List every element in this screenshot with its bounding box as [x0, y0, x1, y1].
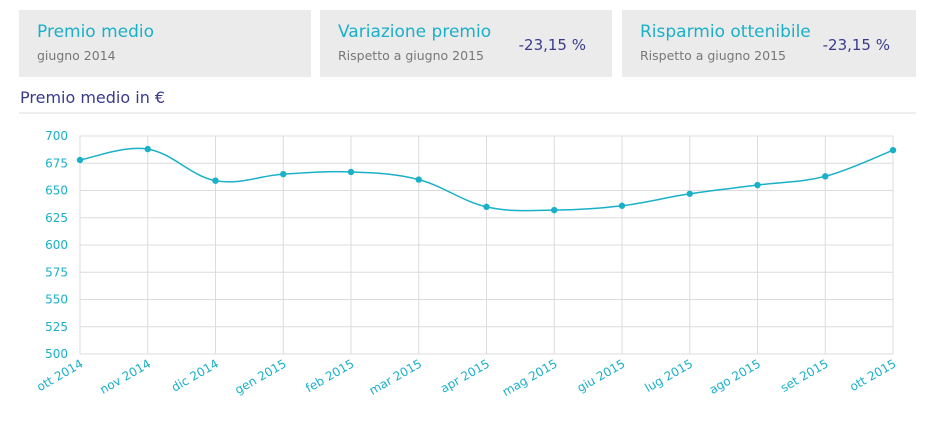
point — [280, 170, 287, 178]
x-tick-label: gen 2015 — [232, 356, 288, 397]
point — [754, 181, 761, 189]
y-tick-label: 625 — [45, 211, 68, 225]
card-value: -23,15 % — [518, 36, 586, 54]
y-tick-label: 525 — [45, 320, 68, 334]
y-tick-label: 550 — [45, 293, 68, 307]
point — [551, 206, 558, 214]
point — [889, 146, 897, 154]
point — [618, 202, 626, 209]
x-tick-label: nov 2014 — [97, 356, 153, 396]
x-tick-label: ago 2015 — [707, 356, 763, 396]
card-value: -23,15 % — [822, 36, 890, 54]
card-subtitle: Rispetto a giugno 2015 — [640, 48, 786, 63]
point — [144, 145, 151, 153]
card-subtitle: giugno 2014 — [37, 48, 116, 63]
card: Premio medio giugno 2014 — [19, 10, 311, 77]
y-tick-label: 600 — [45, 238, 68, 252]
card-subtitle: Rispetto a giugno 2015 — [338, 48, 484, 63]
y-tick-label: 575 — [45, 265, 68, 279]
point — [686, 190, 693, 197]
x-tick-label: apr 2015 — [438, 356, 492, 395]
x-tick-label: dic 2014 — [169, 356, 221, 394]
x-tick-label: lug 2015 — [642, 356, 695, 395]
x-tick-label: ott 2015 — [847, 356, 898, 394]
card: Risparmio ottenibile Rispetto a giugno 2… — [622, 10, 916, 77]
y-tick-label: 650 — [45, 184, 68, 198]
point — [76, 156, 84, 164]
x-tick-label: giu 2015 — [575, 356, 628, 395]
point — [415, 176, 422, 183]
x-tick-label: ott 2014 — [34, 356, 85, 394]
chart-title: Premio medio in € — [20, 88, 165, 107]
card: Variazione premio Rispetto a giugno 2015… — [320, 10, 612, 77]
x-tick-label: feb 2015 — [303, 356, 356, 395]
card-title: Variazione premio — [338, 22, 492, 42]
point — [483, 203, 490, 211]
point — [347, 168, 355, 176]
x-tick-label: mag 2015 — [500, 356, 560, 399]
y-tick-label: 675 — [45, 156, 68, 170]
point — [212, 177, 219, 184]
card-title: Risparmio ottenibile — [640, 22, 811, 42]
y-tick-label: 700 — [45, 129, 68, 143]
y-tick-label: 500 — [45, 347, 68, 361]
card-title: Premio medio — [37, 22, 155, 42]
x-tick-label: set 2015 — [778, 356, 831, 394]
x-tick-label: mar 2015 — [367, 356, 425, 397]
point — [822, 173, 829, 180]
